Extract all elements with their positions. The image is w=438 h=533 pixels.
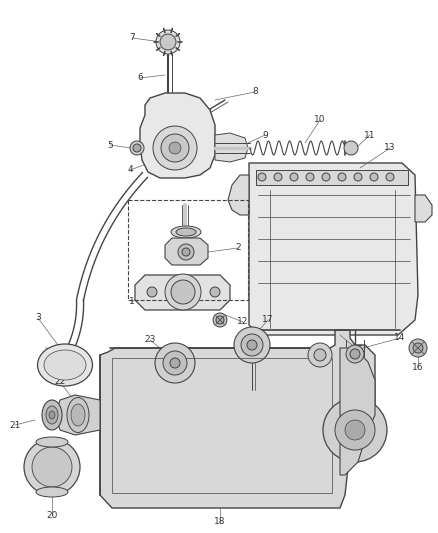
Circle shape — [171, 280, 195, 304]
Circle shape — [163, 351, 187, 375]
Circle shape — [314, 349, 326, 361]
Circle shape — [335, 410, 375, 450]
Circle shape — [322, 173, 330, 181]
Circle shape — [413, 343, 423, 353]
Circle shape — [370, 173, 378, 181]
Text: 4: 4 — [127, 166, 133, 174]
Circle shape — [258, 173, 266, 181]
Circle shape — [156, 30, 180, 54]
Circle shape — [274, 173, 282, 181]
Circle shape — [155, 343, 195, 383]
Polygon shape — [55, 395, 100, 435]
Circle shape — [24, 439, 80, 495]
Text: 13: 13 — [384, 143, 396, 152]
Bar — [112, 358, 332, 493]
Polygon shape — [215, 133, 248, 162]
Circle shape — [165, 274, 201, 310]
Ellipse shape — [38, 344, 92, 386]
Text: 3: 3 — [35, 313, 41, 322]
Ellipse shape — [67, 398, 89, 432]
Ellipse shape — [49, 411, 55, 419]
Ellipse shape — [36, 487, 68, 497]
Circle shape — [153, 126, 197, 170]
Text: 22: 22 — [54, 377, 66, 386]
Circle shape — [354, 173, 362, 181]
Circle shape — [210, 287, 220, 297]
Polygon shape — [340, 348, 375, 475]
Text: 18: 18 — [214, 518, 226, 527]
Circle shape — [169, 142, 181, 154]
Circle shape — [170, 358, 180, 368]
Circle shape — [130, 141, 144, 155]
Text: 16: 16 — [412, 364, 424, 373]
Ellipse shape — [171, 226, 201, 238]
Polygon shape — [100, 330, 375, 508]
Text: 23: 23 — [144, 335, 155, 344]
Text: 5: 5 — [107, 141, 113, 149]
Circle shape — [241, 334, 263, 356]
Circle shape — [306, 173, 314, 181]
Text: 12: 12 — [237, 318, 249, 327]
Circle shape — [338, 173, 346, 181]
Polygon shape — [228, 175, 249, 215]
Circle shape — [133, 144, 141, 152]
Ellipse shape — [176, 228, 196, 236]
Circle shape — [213, 313, 227, 327]
Text: 8: 8 — [252, 87, 258, 96]
Circle shape — [160, 34, 176, 50]
Circle shape — [147, 287, 157, 297]
Text: 21: 21 — [9, 421, 21, 430]
Ellipse shape — [36, 437, 68, 447]
Circle shape — [178, 244, 194, 260]
Circle shape — [247, 340, 257, 350]
Bar — [128, 200, 248, 300]
Text: 6: 6 — [137, 74, 143, 83]
Circle shape — [216, 316, 224, 324]
Circle shape — [345, 420, 365, 440]
Ellipse shape — [44, 350, 86, 380]
Polygon shape — [140, 93, 215, 178]
Polygon shape — [165, 238, 208, 265]
Polygon shape — [415, 195, 432, 222]
Ellipse shape — [71, 404, 85, 426]
Text: 7: 7 — [129, 34, 135, 43]
Circle shape — [308, 343, 332, 367]
Ellipse shape — [46, 406, 58, 424]
Circle shape — [350, 349, 360, 359]
Text: 2: 2 — [235, 244, 241, 253]
Circle shape — [290, 173, 298, 181]
Circle shape — [161, 134, 189, 162]
Polygon shape — [256, 170, 408, 185]
Ellipse shape — [42, 400, 62, 430]
Text: 1: 1 — [129, 297, 135, 306]
Text: 15: 15 — [352, 345, 364, 354]
Circle shape — [344, 141, 358, 155]
Circle shape — [32, 447, 72, 487]
Polygon shape — [135, 275, 230, 310]
Text: 11: 11 — [364, 131, 376, 140]
Text: 9: 9 — [262, 131, 268, 140]
Text: 14: 14 — [394, 334, 406, 343]
Text: 17: 17 — [262, 316, 274, 325]
Text: 10: 10 — [314, 116, 326, 125]
Polygon shape — [249, 163, 418, 335]
Circle shape — [386, 173, 394, 181]
Text: 20: 20 — [46, 511, 58, 520]
Circle shape — [409, 339, 427, 357]
Circle shape — [346, 345, 364, 363]
Circle shape — [182, 248, 190, 256]
Circle shape — [323, 398, 387, 462]
Circle shape — [234, 327, 270, 363]
